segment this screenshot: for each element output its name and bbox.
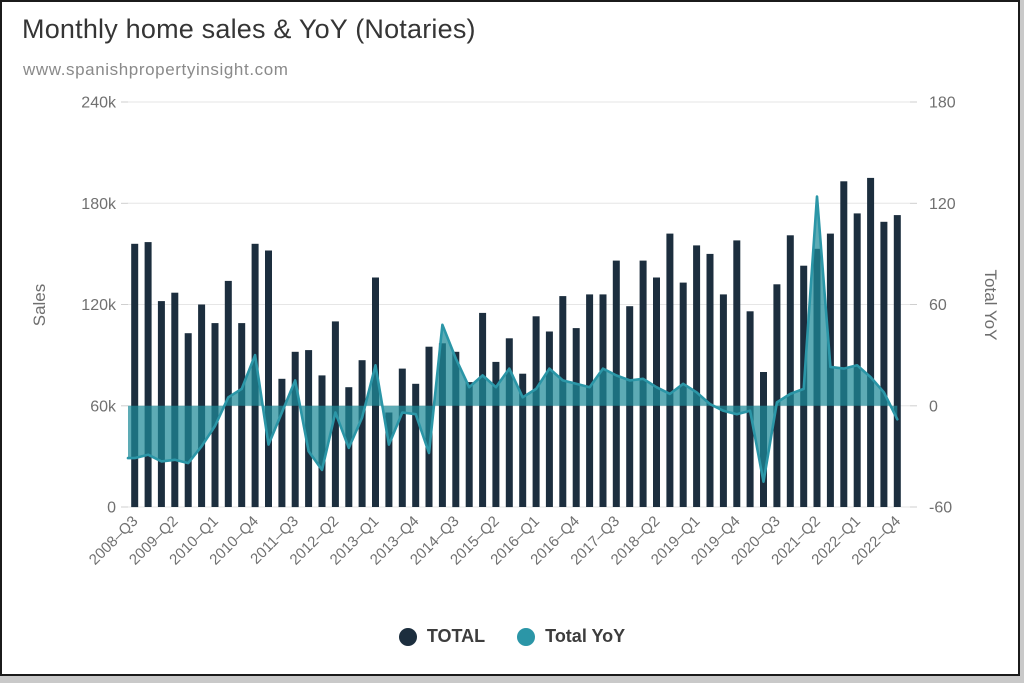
legend-item-total[interactable]: TOTAL	[398, 626, 486, 647]
right-axis-tick-label: -60	[929, 500, 952, 517]
total-bar	[398, 368, 406, 507]
left-axis-tick-label: 60k	[90, 398, 117, 415]
total-bar	[238, 323, 246, 507]
left-axis-tick-label: 180k	[81, 196, 117, 213]
right-axis-tick-label: 180	[929, 95, 956, 112]
right-axis-tick-label: 120	[929, 196, 956, 213]
total-bar	[693, 245, 701, 507]
legend-marker-yoy-icon	[517, 627, 536, 646]
yoy-area	[128, 196, 898, 482]
total-bar	[144, 242, 152, 507]
left-axis-tick-label: 120k	[81, 297, 117, 314]
total-bar	[291, 351, 299, 508]
sales-yoy-chart: 0 60k 120k 180k 240k -60 0 60 120 180 2008–Q32009–…	[81, 95, 956, 569]
x-axis-labels: 2008–Q32009–Q22010–Q12010–Q42011–Q32012–…	[86, 513, 904, 569]
total-bar	[519, 373, 527, 507]
yoy-area-series[interactable]	[126, 195, 899, 483]
total-bar	[626, 306, 634, 507]
total-bar	[465, 382, 473, 507]
total-bar	[131, 243, 139, 508]
legend: TOTAL Total YoY	[2, 626, 1022, 647]
total-bar	[505, 338, 513, 508]
right-axis-title: Total YoY	[981, 269, 1000, 341]
total-bar	[278, 378, 286, 508]
total-bar	[893, 215, 901, 507]
total-bar	[479, 312, 487, 507]
total-bar	[157, 301, 165, 507]
legend-label-yoy: Total YoY	[545, 626, 626, 646]
total-bar	[867, 177, 875, 507]
total-bar	[666, 233, 674, 507]
total-bar	[265, 250, 272, 507]
total-bar	[385, 412, 393, 507]
total-bar	[786, 235, 794, 508]
total-bar	[773, 284, 781, 508]
axis-tick-labels: 0 60k 120k 180k 240k -60 0 60 120 180	[81, 95, 956, 517]
total-bar	[358, 360, 366, 507]
chart-title: Monthly home sales & YoY (Notaries)	[22, 14, 476, 44]
left-axis-title: Sales	[30, 283, 49, 327]
total-bar	[412, 383, 420, 507]
right-axis-tick-label: 60	[929, 297, 947, 314]
total-bar	[733, 240, 741, 507]
chart-subtitle: www.spanishpropertyinsight.com	[23, 60, 289, 79]
total-bar	[452, 351, 460, 508]
yoy-line	[126, 195, 899, 483]
total-bar	[880, 221, 888, 508]
total-bar	[840, 181, 848, 508]
total-bar	[572, 328, 580, 507]
left-axis-tick-label: 0	[107, 500, 116, 517]
total-bar	[171, 292, 179, 507]
right-axis-tick-label: 0	[929, 398, 938, 415]
total-bar	[224, 280, 232, 507]
legend-label-total: TOTAL	[426, 626, 486, 646]
legend-marker-total-icon	[398, 627, 417, 646]
total-bar	[438, 343, 446, 507]
total-bar	[706, 253, 714, 507]
total-bar	[719, 294, 727, 507]
total-bar	[532, 316, 540, 507]
legend-item-yoy[interactable]: Total YoY	[517, 626, 625, 647]
total-bar	[198, 304, 206, 507]
left-axis-tick-label: 240k	[81, 95, 117, 112]
total-bar	[545, 331, 553, 507]
total-bar	[492, 361, 500, 507]
total-bars-series[interactable]	[131, 177, 901, 508]
total-bar	[853, 213, 861, 507]
